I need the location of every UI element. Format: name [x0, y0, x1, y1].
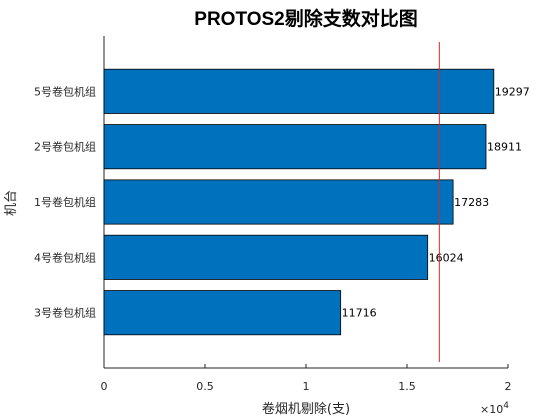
- x-axis-exponent-power: 4: [503, 401, 509, 411]
- category-label: 1号卷包机组: [34, 195, 96, 209]
- data-label: 17283: [454, 196, 489, 209]
- category-label: 3号卷包机组: [34, 306, 96, 320]
- y-axis-label: 机台: [4, 190, 19, 216]
- chart-title: PROTOS2剔除支数对比图: [194, 7, 417, 30]
- category-label: 4号卷包机组: [34, 250, 96, 264]
- bar: [103, 68, 495, 114]
- data-label: 19297: [495, 85, 530, 98]
- x-axis-exponent-base: ×10: [480, 403, 503, 416]
- bar: [103, 179, 454, 225]
- data-label: 18911: [487, 141, 522, 154]
- data-label: 16024: [429, 251, 464, 264]
- x-axis-label: 卷烟机剔除(支): [262, 401, 350, 417]
- x-tick-label: 0: [101, 380, 108, 393]
- category-label: 2号卷包机组: [34, 140, 96, 154]
- data-label: 11716: [342, 307, 377, 320]
- x-axis-exponent: ×104: [480, 401, 509, 416]
- x-tick-label: 1.5: [398, 380, 416, 393]
- bar: [103, 234, 429, 280]
- category-label: 5号卷包机组: [34, 84, 96, 98]
- x-tick-label: 2: [505, 380, 512, 393]
- bar: [103, 124, 487, 170]
- x-tick-label: 0.5: [196, 380, 214, 393]
- bar: [103, 290, 342, 336]
- plot-area: 0 0.5 1 1.5 2 3号卷包机组 11716 4号卷包机组 16024 1号卷包机组 172…: [34, 36, 530, 393]
- x-tick-label: 1: [303, 380, 310, 393]
